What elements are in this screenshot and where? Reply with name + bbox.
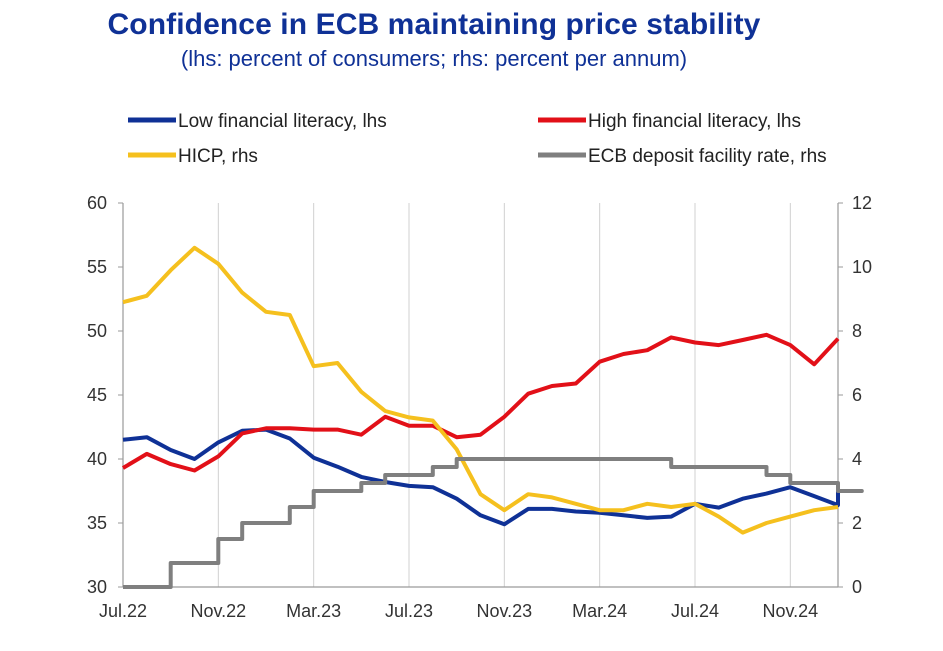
x-tick-label-5: Nov.23 — [476, 601, 532, 621]
right-tick-label-2: 2 — [852, 513, 862, 533]
x-tick-label-8: Nov.24 — [762, 601, 818, 621]
legend-label-2: High financial literacy, lhs — [588, 111, 801, 132]
legend-label-1: Low financial literacy, lhs — [178, 111, 387, 132]
x-tick-label-6: Mar.24 — [572, 601, 627, 621]
left-tick-label-5: 50 — [87, 321, 107, 341]
left-tick-label-3: 40 — [87, 449, 107, 469]
gridlines — [217, 203, 791, 587]
series-lines — [121, 245, 864, 589]
legend: Low financial literacy, lhs High financia… — [128, 111, 827, 167]
x-tick-label-3: Mar.23 — [286, 601, 341, 621]
x-tick-label-1: Jul.22 — [99, 601, 147, 621]
right-tick-label-7: 12 — [852, 193, 872, 213]
left-tick-label-4: 45 — [87, 385, 107, 405]
series-line-4 — [123, 457, 864, 589]
right-tick-label-3: 4 — [852, 449, 862, 469]
x-tick-label-7: Jul.24 — [671, 601, 719, 621]
axes — [118, 202, 843, 588]
tick-labels: 30 35 40 45 50 55 60 0 2 4 6 8 10 12 Jul.22 Nov.22 Mar.2… — [87, 193, 872, 621]
x-tick-label-2: Nov.22 — [190, 601, 246, 621]
left-tick-label-1: 30 — [87, 577, 107, 597]
series-line-3 — [122, 245, 839, 535]
chart-subtitle: (lhs: percent of consumers; rhs: percent… — [180, 46, 688, 71]
left-tick-label-2: 35 — [87, 513, 107, 533]
chart-title: Confidence in ECB maintaining price stab… — [107, 8, 761, 41]
x-tick-label-4: Jul.23 — [385, 601, 433, 621]
right-tick-label-4: 6 — [852, 385, 862, 405]
legend-label-3: HICP, rhs — [178, 146, 258, 167]
legend-label-4: ECB deposit facility rate, rhs — [588, 146, 827, 167]
right-tick-label-6: 10 — [852, 257, 872, 277]
left-tick-label-7: 60 — [87, 193, 107, 213]
right-tick-label-5: 8 — [852, 321, 862, 341]
right-tick-label-1: 0 — [852, 577, 862, 597]
left-tick-label-6: 55 — [87, 257, 107, 277]
series-line-2 — [121, 332, 840, 473]
